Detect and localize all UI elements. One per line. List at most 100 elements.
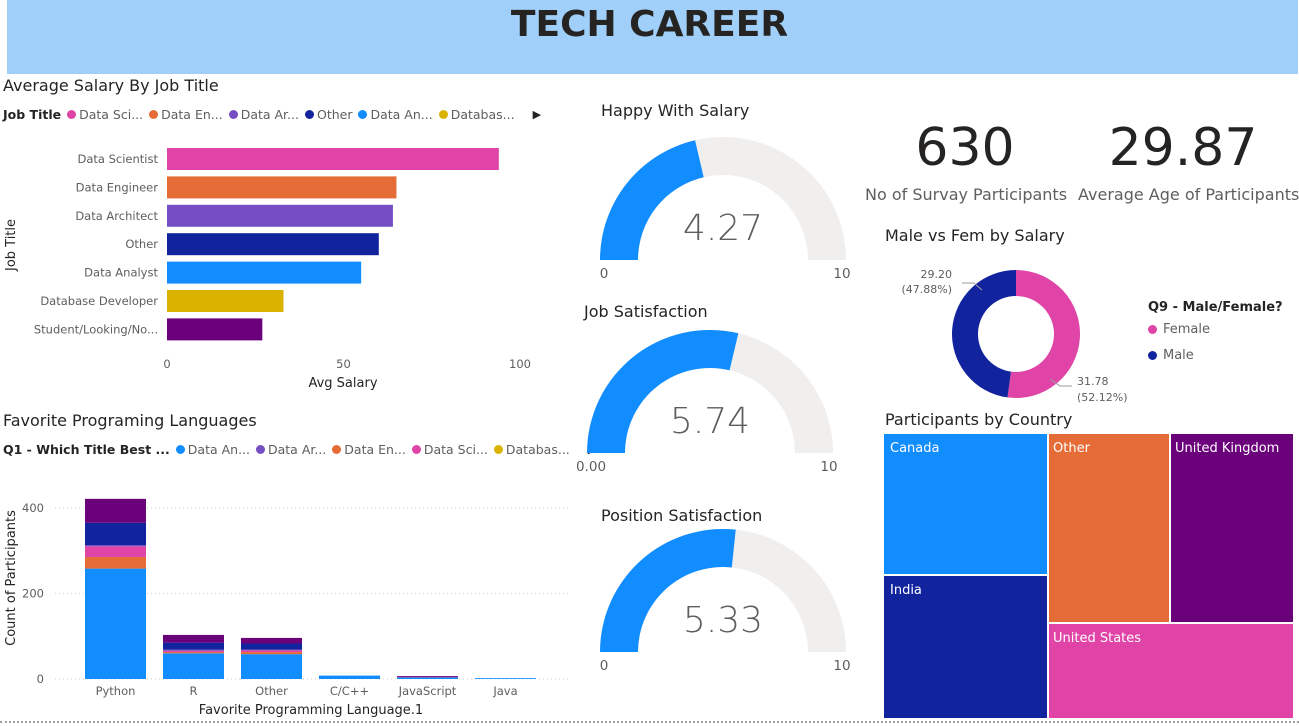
stacked-bar-segment[interactable]: [241, 649, 302, 651]
donut-title: Male vs Fem by Salary: [885, 226, 1065, 245]
stacked-bar-segment[interactable]: [241, 654, 302, 679]
salary-bar[interactable]: [167, 261, 362, 284]
gauge-max-label: 10: [833, 266, 850, 282]
leader-line: [1049, 378, 1072, 387]
x-tick-label: C/C++: [330, 684, 369, 698]
treemap-label: India: [890, 583, 922, 598]
gauge-title-position: Position Satisfaction: [601, 506, 763, 525]
legend-label: Databas...: [450, 107, 515, 122]
stacked-bar-segment[interactable]: [397, 676, 458, 677]
salary-legend-item[interactable]: Data Ar...: [228, 107, 299, 122]
stacked-bar-segment[interactable]: [163, 650, 224, 653]
treemap-cell-canada[interactable]: Canada: [884, 434, 1047, 574]
salary-bar[interactable]: [167, 233, 379, 256]
stacked-bar-segment[interactable]: [163, 653, 224, 679]
stacked-bar-segment[interactable]: [241, 650, 302, 653]
stacked-bar-segment[interactable]: [241, 652, 302, 655]
stacked-bar-segment[interactable]: [85, 498, 146, 523]
stacked-bar-segment[interactable]: [85, 522, 146, 546]
category-label: Data Analyst: [84, 266, 158, 280]
salary-bar[interactable]: [167, 318, 263, 341]
donut-legend-female-label: Female: [1163, 322, 1211, 337]
gauge-job-satisfaction: 5.74 0.00 10: [577, 330, 838, 473]
gauge-happy-with-salary: 4.27 0 10: [600, 137, 851, 282]
treemap-label: Canada: [890, 441, 940, 456]
salary-legend-item[interactable]: Data En...: [149, 107, 223, 122]
donut-female-value: 31.78: [1077, 375, 1109, 388]
languages-chart-title: Favorite Programing Languages: [3, 411, 257, 430]
category-label: Data Engineer: [76, 180, 159, 194]
stacked-bar-segment[interactable]: [85, 557, 146, 569]
legend-label: Data En...: [161, 107, 223, 122]
y-axis-title: Count of Participants: [4, 510, 19, 646]
salary-bar[interactable]: [167, 176, 397, 199]
treemap-cell-india[interactable]: India: [884, 576, 1047, 718]
legend-dot-icon: [228, 110, 238, 119]
legend-label: Other: [316, 107, 353, 122]
gauge-value: 5.74: [670, 401, 750, 442]
salary-legend-title: Job Title: [3, 107, 62, 122]
salary-bar[interactable]: [167, 148, 499, 170]
treemap-cell-united-states[interactable]: United States: [1049, 624, 1293, 718]
legend-dot-icon: [358, 110, 368, 119]
legend-dot-icon: [175, 445, 185, 454]
stacked-bar-segment[interactable]: [397, 677, 458, 679]
stacked-bar-segment[interactable]: [241, 637, 302, 644]
legend-next-arrow-icon[interactable]: ▶: [532, 108, 542, 121]
y-tick-label: 200: [22, 586, 44, 600]
leader-line: [962, 282, 983, 291]
salary-legend-item[interactable]: Data Sci...: [67, 107, 143, 122]
kpi-participants-value: 630: [915, 118, 1015, 178]
legend-label: Data Sci...: [423, 442, 488, 457]
legend-dot-icon: [149, 110, 159, 119]
languages-legend-title: Q1 - Which Title Best ...: [3, 442, 170, 457]
male-dot-icon: [1148, 351, 1157, 360]
stacked-bar-segment[interactable]: [163, 652, 224, 654]
salary-legend: Job Title Data Sci... Data En... Data Ar..…: [3, 107, 541, 122]
legend-dot-icon: [304, 110, 314, 119]
gauge-min-label: 0.00: [577, 459, 606, 473]
salary-bar[interactable]: [167, 204, 393, 227]
salary-bar-chart: Data Scientist Data Engineer Data Architec…: [4, 148, 531, 391]
stacked-bar-segment[interactable]: [85, 546, 146, 558]
stacked-bar-segment[interactable]: [85, 568, 146, 679]
stacked-bar-segment[interactable]: [241, 643, 302, 650]
legend-label: Data En...: [344, 442, 406, 457]
salary-legend-item[interactable]: Other: [304, 107, 353, 122]
legend-dot-icon: [67, 110, 77, 119]
x-tick-label: R: [190, 684, 198, 698]
treemap-cell-other[interactable]: Other: [1049, 434, 1169, 622]
treemap-label: United Kingdom: [1175, 441, 1280, 456]
stacked-bar-segment[interactable]: [163, 642, 224, 650]
treemap-label: United States: [1053, 631, 1142, 646]
gauge-fill[interactable]: [600, 529, 736, 652]
stacked-bar-segment[interactable]: [319, 675, 380, 679]
languages-legend-item[interactable]: Data An...: [175, 442, 250, 457]
y-tick-label: 400: [22, 501, 44, 515]
languages-legend-item[interactable]: Data Sci...: [411, 442, 488, 457]
gauge-title-happy: Happy With Salary: [601, 101, 750, 120]
kpi-participants-label: No of Survay Participants: [865, 185, 1068, 204]
gauge-title-job: Job Satisfaction: [584, 302, 708, 321]
legend-label: Data Ar...: [240, 107, 299, 122]
treemap-cell-united-kingdom[interactable]: United Kingdom: [1171, 434, 1293, 622]
salary-legend-item[interactable]: Databas...: [438, 107, 515, 122]
stacked-bar-segment[interactable]: [475, 678, 536, 679]
languages-legend-item[interactable]: Databas...: [493, 442, 570, 457]
stacked-bar-segment[interactable]: [163, 649, 224, 651]
x-tick-label: 0: [163, 357, 170, 371]
salary-bar[interactable]: [167, 290, 284, 312]
salary-chart-title: Average Salary By Job Title: [3, 76, 219, 95]
stacked-bar-segment[interactable]: [163, 634, 224, 643]
legend-label: Data Sci...: [79, 107, 144, 122]
stacked-bar-segment[interactable]: [85, 545, 146, 547]
donut-slice[interactable]: [952, 270, 1016, 398]
category-label: Database Developer: [40, 294, 158, 308]
languages-legend-item[interactable]: Data Ar...: [256, 442, 326, 457]
donut-slice[interactable]: [1007, 270, 1080, 398]
category-label: Other: [125, 237, 158, 251]
languages-legend-item[interactable]: Data En...: [332, 442, 406, 457]
gauge-fill[interactable]: [587, 330, 739, 453]
gauge-fill[interactable]: [600, 140, 704, 260]
salary-legend-item[interactable]: Data An...: [358, 107, 433, 122]
